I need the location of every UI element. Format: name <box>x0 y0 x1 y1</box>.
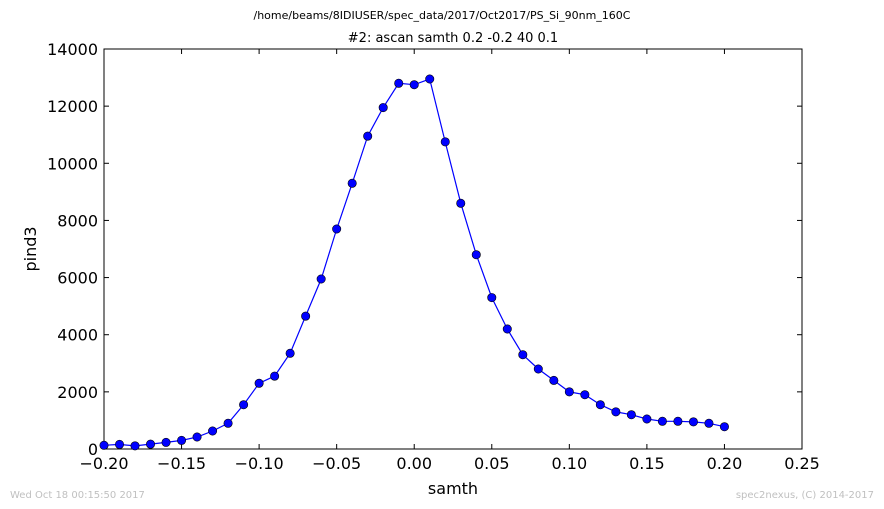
data-point <box>642 414 652 424</box>
data-point <box>192 432 202 442</box>
data-point <box>270 371 280 381</box>
y-tick-label: 6000 <box>57 269 98 288</box>
y-tick-label: 12000 <box>47 97 98 116</box>
x-tick-label: 0.20 <box>707 454 743 473</box>
data-point <box>533 364 543 374</box>
data-point <box>704 418 714 428</box>
data-point <box>177 435 187 445</box>
y-tick-label: 10000 <box>47 154 98 173</box>
y-axis: 0 2000 4000 6000 8000 10000 12000 14000 <box>47 40 802 459</box>
x-tick-label: 0.05 <box>474 454 510 473</box>
y-tick-label: 0 <box>88 440 98 459</box>
data-point <box>719 422 729 432</box>
data-point <box>580 390 590 400</box>
footer-timestamp: Wed Oct 18 00:15:50 2017 <box>10 490 145 501</box>
data-point <box>378 103 388 113</box>
x-axis-label: samth <box>428 479 478 498</box>
data-point <box>425 74 435 84</box>
y-tick-label: 4000 <box>57 326 98 345</box>
data-point <box>409 80 419 90</box>
data-point <box>673 416 683 426</box>
data-point <box>254 378 264 388</box>
x-tick-label: 0.15 <box>629 454 665 473</box>
x-tick-label: −0.15 <box>157 454 206 473</box>
data-point <box>626 410 636 420</box>
data-point <box>394 78 404 88</box>
data-point <box>471 250 481 260</box>
data-point <box>208 426 218 436</box>
data-point <box>363 131 373 141</box>
data-point <box>611 407 621 417</box>
data-point <box>564 387 574 397</box>
data-point <box>332 224 342 234</box>
data-point <box>657 416 667 426</box>
data-point <box>440 137 450 147</box>
chart-suptitle: /home/beams/8IDIUSER/spec_data/2017/Oct2… <box>254 9 631 22</box>
chart-title: #2: ascan samth 0.2 -0.2 40 0.1 <box>348 31 558 46</box>
x-tick-label: −0.05 <box>312 454 361 473</box>
data-point <box>487 293 497 303</box>
data-point <box>688 417 698 427</box>
x-tick-label: −0.10 <box>235 454 284 473</box>
data-point <box>456 198 466 208</box>
data-point <box>223 418 233 428</box>
data-point <box>316 274 326 284</box>
x-tick-label: 0.25 <box>784 454 820 473</box>
x-tick-label: −0.20 <box>79 454 128 473</box>
data-point <box>285 348 295 358</box>
x-axis: −0.20 −0.15 −0.10 −0.05 0.00 0.05 0.10 0.15 0.20… <box>79 49 820 473</box>
data-point <box>99 440 109 450</box>
data-point <box>347 178 357 188</box>
y-tick-label: 8000 <box>57 211 98 230</box>
data-point <box>239 400 249 410</box>
y-tick-label: 2000 <box>57 383 98 402</box>
data-point <box>161 437 171 447</box>
series-layer <box>99 74 729 451</box>
data-point <box>502 324 512 334</box>
y-tick-label: 14000 <box>47 40 98 59</box>
x-tick-label: 0.10 <box>552 454 588 473</box>
x-tick-label: 0.00 <box>396 454 432 473</box>
data-point <box>518 350 528 360</box>
data-point <box>595 400 605 410</box>
data-point <box>130 441 140 451</box>
plot-area <box>103 48 803 450</box>
data-point <box>115 439 125 449</box>
footer-credit: spec2nexus, (C) 2014-2017 <box>736 490 874 501</box>
y-axis-label: pind3 <box>21 226 40 271</box>
data-point <box>146 439 156 449</box>
data-point <box>549 375 559 385</box>
data-point <box>301 311 311 321</box>
